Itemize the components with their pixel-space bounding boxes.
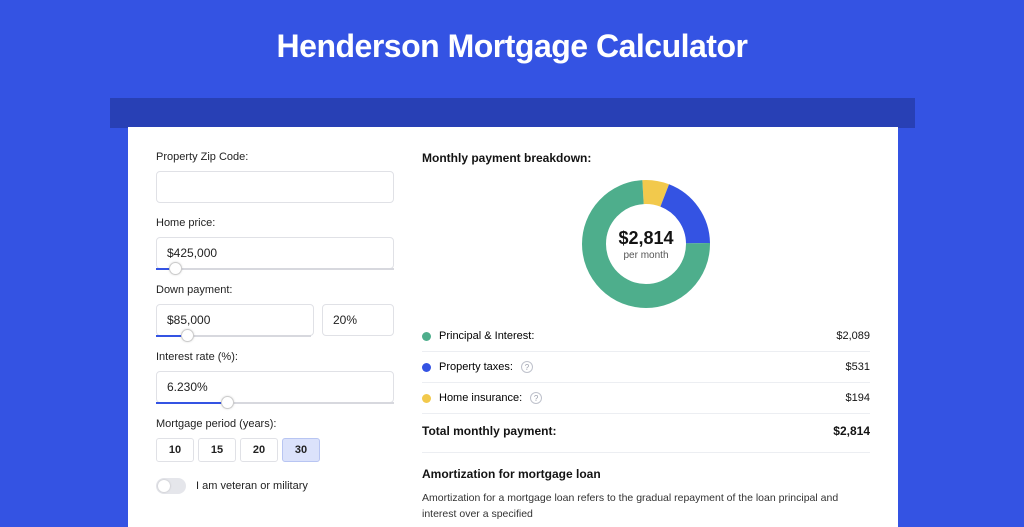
legend-value: $194 [846, 392, 870, 404]
breakdown-column: Monthly payment breakdown: $2,814 per mo… [422, 151, 870, 527]
donut-center-amount: $2,814 [618, 228, 673, 249]
home-price-field-group: Home price: [156, 217, 394, 270]
zip-input[interactable] [156, 171, 394, 203]
mortgage-period-option-10[interactable]: 10 [156, 438, 194, 462]
mortgage-period-option-15[interactable]: 15 [198, 438, 236, 462]
interest-rate-slider[interactable] [156, 402, 394, 404]
form-column: Property Zip Code: Home price: Down paym… [156, 151, 394, 527]
legend-label: Home insurance: [439, 392, 522, 404]
page-title: Henderson Mortgage Calculator [0, 0, 1024, 83]
down-payment-slider-thumb[interactable] [181, 329, 194, 342]
total-value: $2,814 [833, 424, 870, 438]
interest-rate-label: Interest rate (%): [156, 351, 394, 363]
down-payment-input[interactable] [156, 304, 314, 336]
zip-label: Property Zip Code: [156, 151, 394, 163]
amortization-body: Amortization for a mortgage loan refers … [422, 491, 870, 523]
donut-center: $2,814 per month [581, 179, 711, 309]
mortgage-period-label: Mortgage period (years): [156, 418, 394, 430]
legend-value: $2,089 [836, 330, 870, 342]
total-row: Total monthly payment: $2,814 [422, 414, 870, 453]
legend-dot [422, 394, 431, 403]
legend-row: Principal & Interest: $2,089 [422, 321, 870, 352]
home-price-slider-thumb[interactable] [169, 262, 182, 275]
donut-center-sub: per month [623, 250, 668, 261]
down-payment-slider[interactable] [156, 335, 311, 337]
mortgage-period-field-group: Mortgage period (years): 10152030 [156, 418, 394, 462]
home-price-input[interactable] [156, 237, 394, 269]
veteran-toggle-row: I am veteran or military [156, 478, 394, 494]
legend-row: Home insurance:? $194 [422, 383, 870, 414]
mortgage-period-option-20[interactable]: 20 [240, 438, 278, 462]
legend-dot [422, 363, 431, 372]
down-payment-label: Down payment: [156, 284, 394, 296]
donut-chart-container: $2,814 per month [422, 175, 870, 321]
card-shadow-bar [110, 98, 915, 128]
interest-rate-field-group: Interest rate (%): [156, 351, 394, 404]
veteran-toggle-label: I am veteran or military [196, 480, 308, 492]
home-price-label: Home price: [156, 217, 394, 229]
legend-value: $531 [846, 361, 870, 373]
total-label: Total monthly payment: [422, 424, 556, 438]
legend-dot [422, 332, 431, 341]
info-icon[interactable]: ? [521, 361, 533, 373]
interest-rate-input[interactable] [156, 371, 394, 403]
mortgage-period-buttons: 10152030 [156, 438, 394, 462]
veteran-toggle[interactable] [156, 478, 186, 494]
down-payment-field-group: Down payment: [156, 284, 394, 337]
home-price-slider[interactable] [156, 268, 394, 270]
legend-row: Property taxes:? $531 [422, 352, 870, 383]
amortization-title: Amortization for mortgage loan [422, 467, 870, 481]
breakdown-title: Monthly payment breakdown: [422, 151, 870, 165]
interest-rate-slider-thumb[interactable] [221, 396, 234, 409]
legend-label: Principal & Interest: [439, 330, 534, 342]
mortgage-period-option-30[interactable]: 30 [282, 438, 320, 462]
donut-chart: $2,814 per month [581, 179, 711, 309]
calculator-card: Property Zip Code: Home price: Down paym… [128, 127, 898, 527]
zip-field-group: Property Zip Code: [156, 151, 394, 203]
legend-label: Property taxes: [439, 361, 513, 373]
info-icon[interactable]: ? [530, 392, 542, 404]
breakdown-legend: Principal & Interest: $2,089 Property taxe… [422, 321, 870, 414]
down-payment-pct-input[interactable] [322, 304, 394, 336]
interest-rate-slider-fill [156, 402, 227, 404]
